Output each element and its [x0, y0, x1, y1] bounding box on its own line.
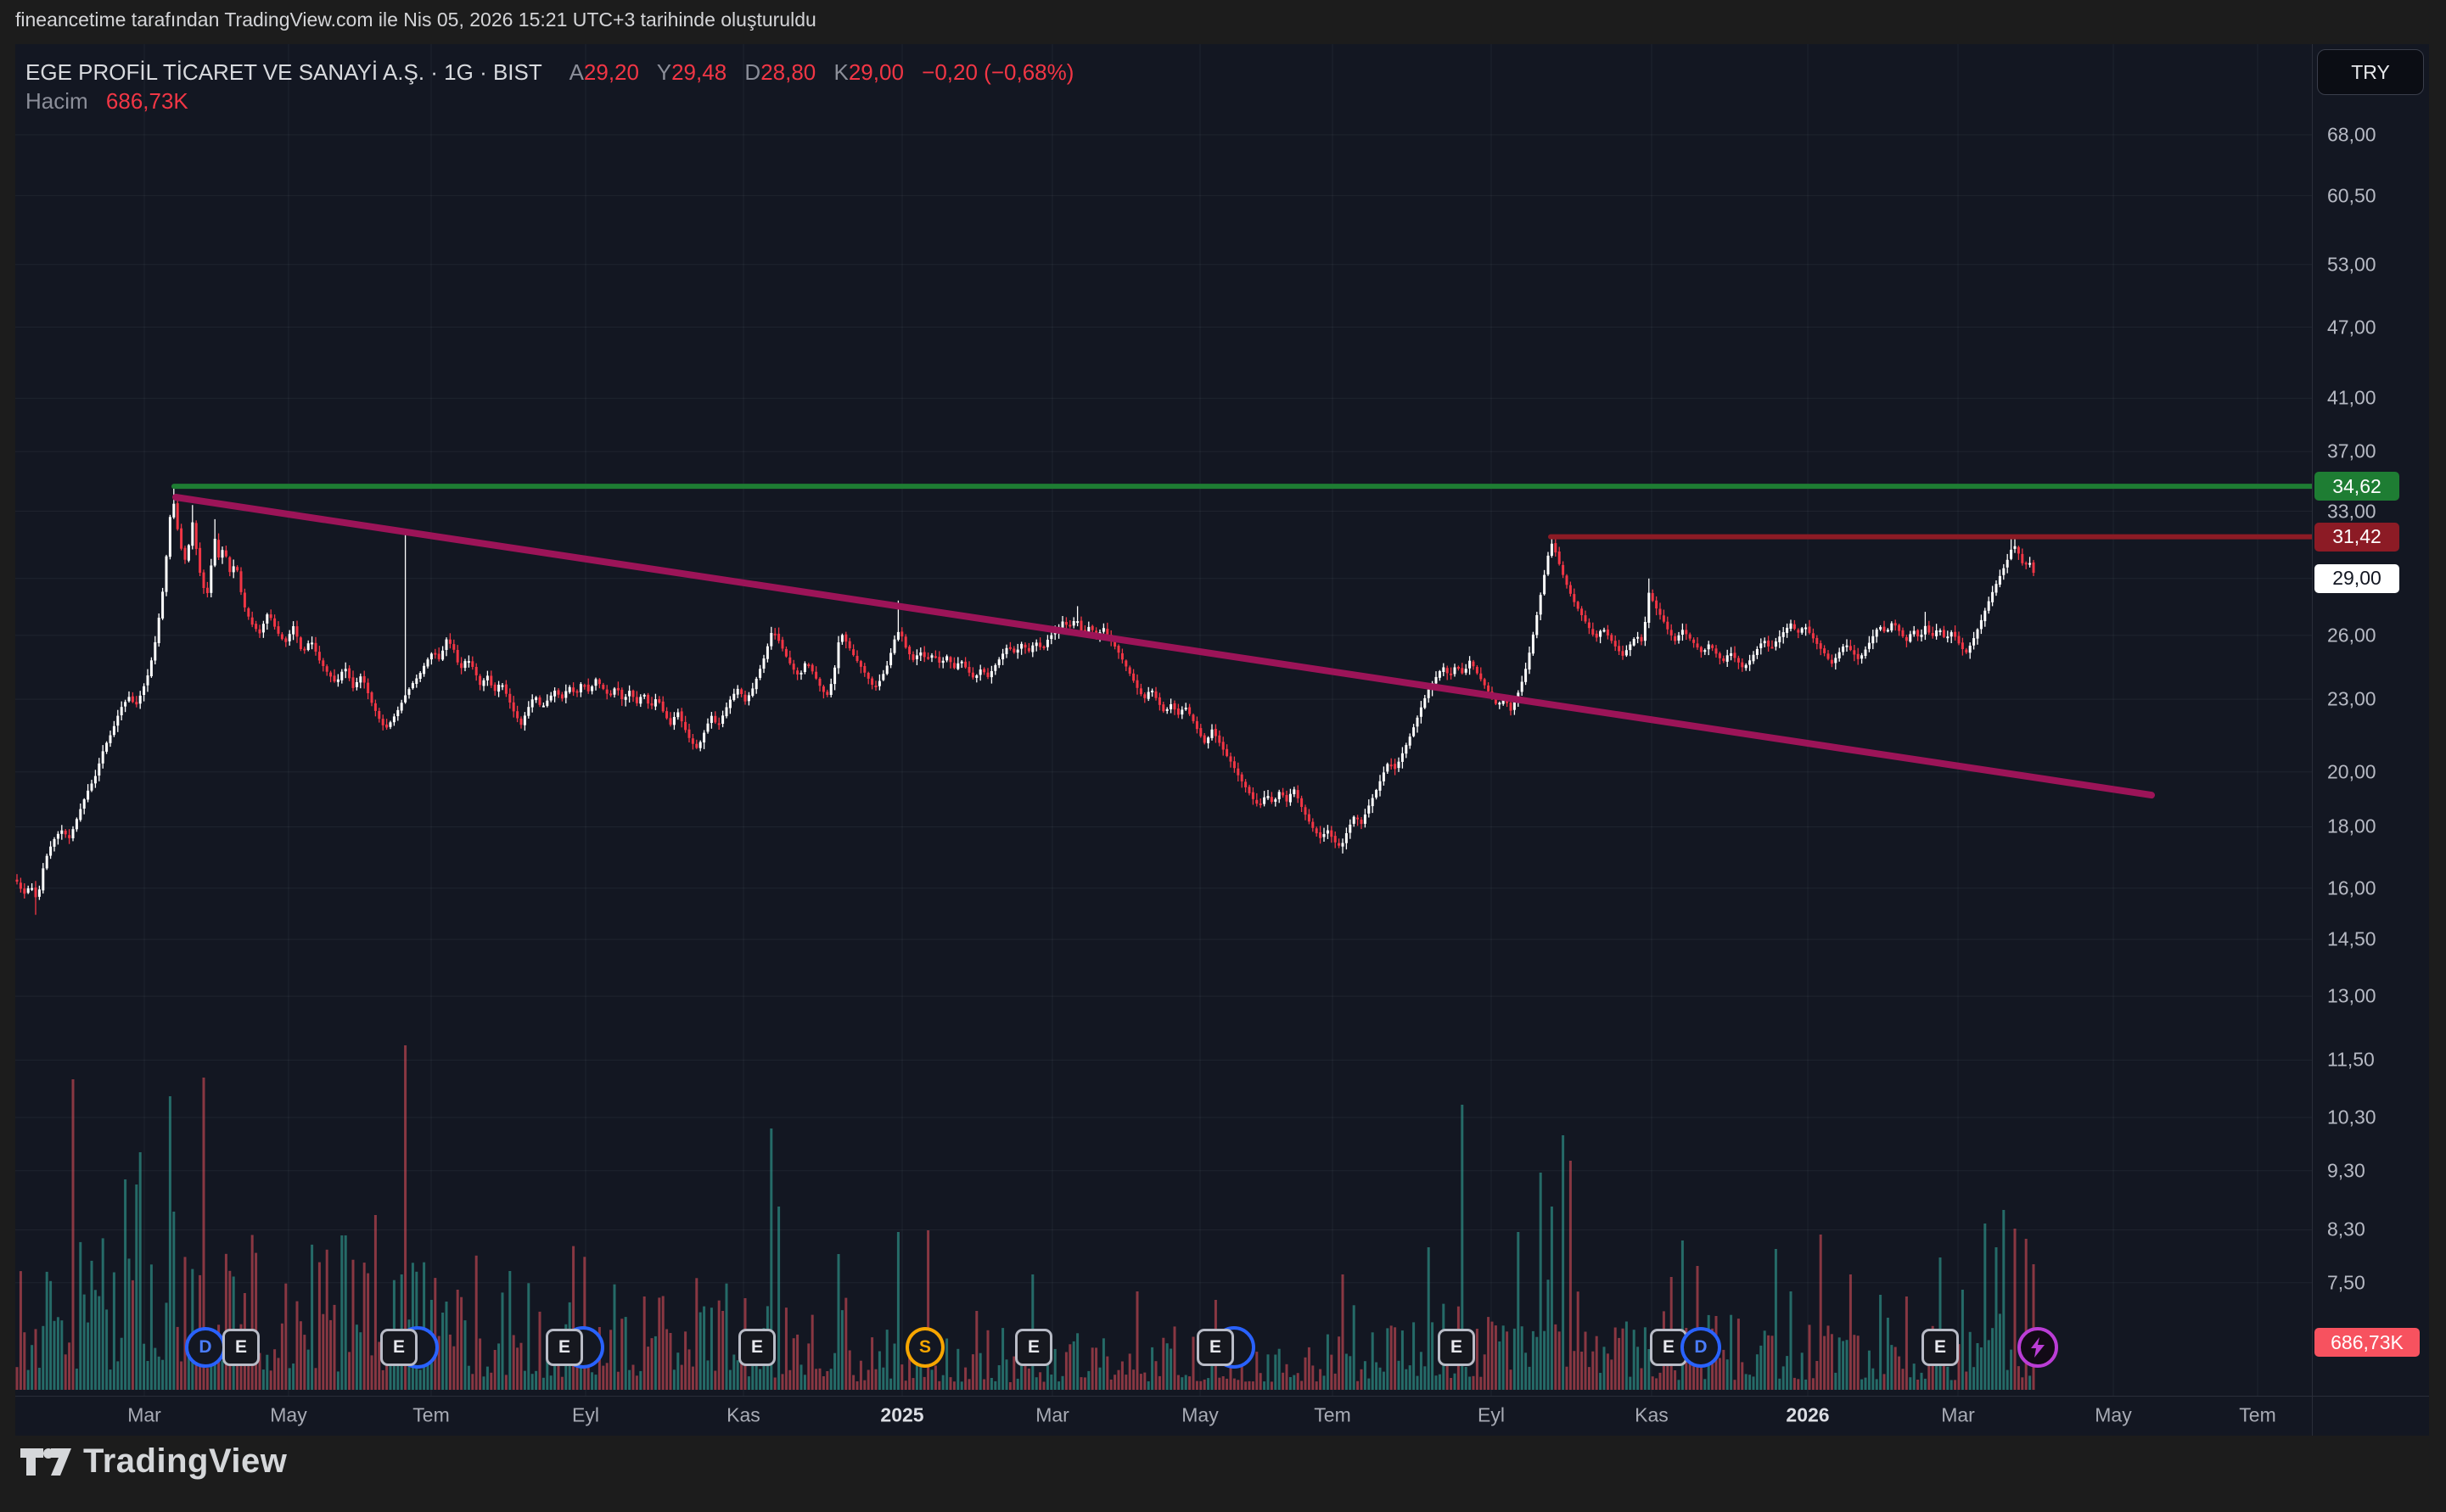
price-axis-badge: 31,42	[2314, 522, 2399, 552]
currency-button[interactable]: TRY	[2317, 49, 2424, 95]
time-axis-month-label: Mar	[1035, 1403, 1069, 1426]
price-tick-label: 11,50	[2327, 1048, 2375, 1071]
earnings-marker-icon[interactable]: E	[738, 1329, 776, 1366]
price-tick-label: 14,50	[2327, 927, 2376, 950]
price-tick-label: 7,50	[2327, 1271, 2365, 1294]
candlesticks	[15, 486, 2035, 916]
price-tick-label: 23,00	[2327, 687, 2376, 710]
volume-label: Hacim	[25, 88, 88, 114]
time-axis-month-label: Eyl	[572, 1403, 599, 1426]
price-tick-label: 37,00	[2327, 440, 2376, 462]
time-axis-month-label: Kas	[1635, 1403, 1669, 1426]
time-axis-year-label: 2025	[880, 1403, 924, 1426]
split-marker-icon[interactable]: S	[906, 1327, 945, 1368]
time-axis-month-label: May	[270, 1403, 307, 1426]
price-chart-canvas[interactable]	[15, 44, 2312, 1436]
time-axis-border	[15, 1396, 2429, 1397]
price-axis-badge: 686,73K	[2314, 1328, 2420, 1357]
gridlines	[15, 44, 2312, 1396]
price-tick-label: 47,00	[2327, 316, 2376, 339]
price-tick-label: 8,30	[2327, 1218, 2365, 1240]
price-tick-label: 20,00	[2327, 760, 2376, 783]
close-value: 29,00	[848, 59, 904, 85]
price-tick-label: 68,00	[2327, 123, 2376, 146]
time-axis-month-label: Mar	[1941, 1403, 1975, 1426]
earnings-marker-icon[interactable]: E	[1015, 1329, 1052, 1366]
time-axis-month-label: May	[2095, 1403, 2132, 1426]
change-value: −0,20 (−0,68%)	[922, 59, 1074, 85]
tradingview-logo[interactable]: TradingView	[20, 1442, 287, 1481]
time-axis-month-label: Mar	[127, 1403, 161, 1426]
tradingview-logo-text: TradingView	[83, 1442, 288, 1480]
price-tick-label: 16,00	[2327, 876, 2376, 899]
time-axis-month-label: Kas	[727, 1403, 760, 1426]
open-label: A	[569, 59, 584, 85]
price-axis-badge: 29,00	[2314, 563, 2399, 593]
time-axis-month-label: May	[1181, 1403, 1219, 1426]
chart-panel	[15, 44, 2429, 1436]
price-tick-label: 53,00	[2327, 253, 2376, 276]
symbol-title: EGE PROFİL TİCARET VE SANAYİ A.Ş. · 1G ·…	[25, 59, 542, 85]
price-tick-label: 60,50	[2327, 184, 2376, 207]
earnings-marker-icon[interactable]: E	[1921, 1329, 1959, 1366]
symbol-header[interactable]: EGE PROFİL TİCARET VE SANAYİ A.Ş. · 1G ·…	[25, 59, 1074, 86]
price-axis-border	[2312, 44, 2313, 1436]
high-label: Y	[656, 59, 672, 85]
time-axis-year-label: 2026	[1786, 1403, 1830, 1426]
earnings-marker-icon[interactable]: E	[546, 1329, 583, 1366]
dividend-marker-icon[interactable]: D	[1680, 1327, 1721, 1368]
low-label: D	[744, 59, 761, 85]
open-value: 29,20	[583, 59, 639, 85]
flash-event-marker-icon[interactable]	[2017, 1327, 2058, 1368]
price-tick-label: 13,00	[2327, 984, 2376, 1007]
time-axis-month-label: Tem	[412, 1403, 450, 1426]
earnings-marker-icon[interactable]: E	[222, 1329, 260, 1366]
time-axis-month-label: Eyl	[1478, 1403, 1505, 1426]
price-axis-badge: 34,62	[2314, 472, 2399, 501]
earnings-marker-icon[interactable]: E	[380, 1329, 418, 1366]
price-tick-label: 26,00	[2327, 624, 2376, 647]
volume-value: 686,73K	[105, 88, 188, 114]
price-tick-label: 33,00	[2327, 500, 2376, 523]
price-tick-label: 9,30	[2327, 1159, 2365, 1182]
descending-trendline	[172, 494, 2155, 799]
time-axis-month-label: Tem	[1314, 1403, 1351, 1426]
close-label: K	[833, 59, 849, 85]
price-tick-label: 41,00	[2327, 386, 2376, 409]
time-axis-month-label: Tem	[2239, 1403, 2276, 1426]
high-value: 29,48	[671, 59, 727, 85]
price-tick-label: 18,00	[2327, 815, 2376, 837]
earnings-marker-icon[interactable]: E	[1438, 1329, 1475, 1366]
attribution-text: fineancetime tarafından TradingView.com …	[15, 8, 816, 31]
drawing-lines	[171, 484, 2312, 799]
dividend-marker-icon[interactable]: D	[185, 1327, 226, 1368]
tradingview-logo-icon	[20, 1448, 71, 1476]
earnings-marker-icon[interactable]: E	[1197, 1329, 1234, 1366]
volume-row[interactable]: Hacim 686,73K	[25, 88, 188, 115]
low-value: 28,80	[760, 59, 816, 85]
price-tick-label: 10,30	[2327, 1106, 2376, 1128]
